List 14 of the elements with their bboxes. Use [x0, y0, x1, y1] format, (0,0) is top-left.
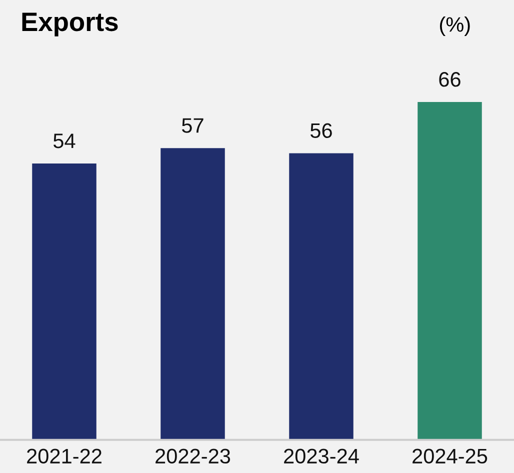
data-label: 54 — [54, 134, 76, 148]
bar — [32, 163, 96, 440]
x-tick-label: 2024-25 — [412, 448, 488, 464]
x-tick-label: 2022-23 — [156, 448, 230, 464]
data-label: 57 — [182, 118, 204, 133]
bar — [160, 148, 225, 440]
bar — [289, 153, 354, 440]
data-label: 66 — [439, 72, 460, 87]
chart-title: Exports — [22, 12, 118, 36]
bar — [418, 102, 482, 440]
x-tick-label: 2021-22 — [27, 448, 102, 464]
y-axis-title: (%) — [440, 16, 470, 36]
data-label: 56 — [310, 123, 332, 138]
x-tick-label: 2023-24 — [284, 448, 359, 464]
